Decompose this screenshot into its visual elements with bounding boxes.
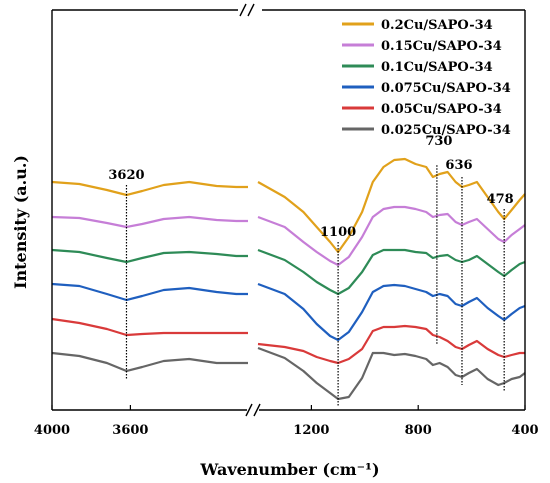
- legend-label-6: 0.025Cu/SAPO-34: [381, 123, 511, 138]
- annotation-label-636: 636: [445, 158, 472, 173]
- axis-break-bottom-slash-2: [253, 403, 261, 417]
- axis-break-top-slash-2: [247, 3, 255, 17]
- legend-label-5: 0.05Cu/SAPO-34: [381, 102, 502, 117]
- series-line-1-segment-2: [257, 157, 526, 254]
- x-tick-label-400: 400: [511, 423, 538, 438]
- x-tick-label-4000: 4000: [34, 423, 70, 438]
- series-line-6-segment-2: [257, 346, 526, 401]
- series-line-3-segment-1: [51, 248, 248, 264]
- legend-label-2: 0.15Cu/SAPO-34: [381, 39, 502, 54]
- x-axis-label: Wavenumber (cm⁻¹): [199, 460, 379, 479]
- annotation-label-730: 730: [425, 134, 452, 149]
- series-line-5-segment-1: [51, 317, 248, 337]
- series-line-2-segment-1: [51, 215, 248, 229]
- series-line-4-segment-1: [51, 282, 248, 302]
- axes: 4000 3600 1200 800 400: [34, 3, 539, 438]
- series-line-3-segment-2: [257, 248, 526, 296]
- plot-area: 3620 1100 730 636 478: [51, 134, 526, 407]
- series-line-2-segment-2: [257, 205, 526, 267]
- legend-label-3: 0.1Cu/SAPO-34: [381, 60, 493, 75]
- annotation-label-1100: 1100: [320, 225, 356, 240]
- series-line-5-segment-2: [257, 324, 525, 365]
- axis-break-top-slash-1: [239, 3, 247, 17]
- series-line-6-segment-1: [51, 351, 248, 373]
- annotation-label-478: 478: [487, 192, 514, 207]
- axis-break-bottom-slash-1: [245, 403, 253, 417]
- legend-label-4: 0.075Cu/SAPO-34: [381, 81, 511, 96]
- annotation-label-3620: 3620: [108, 168, 144, 183]
- legend-label-1: 0.2Cu/SAPO-34: [381, 18, 493, 33]
- y-axis-label: Intensity (a.u.): [11, 155, 30, 289]
- series-line-1-segment-1: [51, 180, 248, 197]
- x-tick-label-3600: 3600: [112, 423, 148, 438]
- x-tick-label-1200: 1200: [293, 423, 329, 438]
- x-tick-label-800: 800: [405, 423, 432, 438]
- legend: 0.2Cu/SAPO-34 0.15Cu/SAPO-34 0.1Cu/SAPO-34…: [342, 18, 511, 138]
- series-line-4-segment-2: [257, 282, 526, 342]
